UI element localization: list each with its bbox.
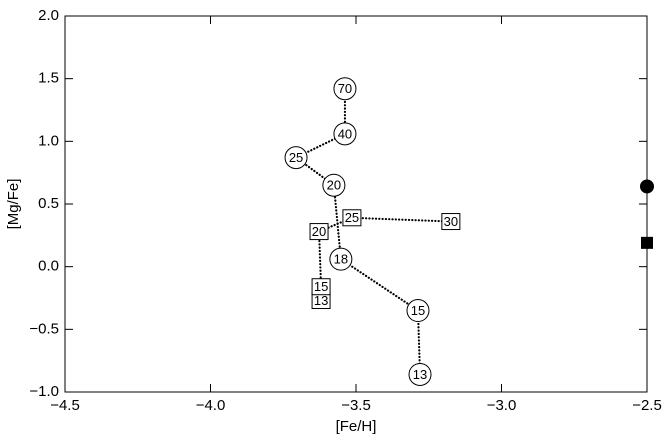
point-label: 25 (289, 150, 303, 165)
point-circle (408, 362, 432, 386)
point-label: 15 (314, 279, 328, 294)
point-circle (329, 247, 353, 271)
x-tick-label: −4.5 (50, 397, 80, 414)
y-tick-label: 0.5 (38, 195, 59, 212)
y-tick-label: −0.5 (29, 320, 59, 337)
point-label: 20 (312, 224, 326, 239)
x-tick-label: −3.0 (487, 397, 517, 414)
y-tick-label: 0.0 (38, 258, 59, 275)
point-label: 13 (314, 293, 328, 308)
x-tick-label: −3.5 (341, 397, 371, 414)
point-square (342, 209, 362, 227)
point-label: 70 (338, 81, 352, 96)
point-circle (322, 173, 346, 197)
point-circle (333, 122, 357, 146)
point-label: 15 (411, 303, 425, 318)
point-square (441, 213, 461, 231)
x-tick-label: −2.5 (632, 397, 662, 414)
y-tick-label: 1.0 (38, 132, 59, 149)
reference-square (641, 236, 653, 249)
point-label: 30 (444, 214, 458, 229)
y-tick-label: −1.0 (29, 383, 59, 400)
plot-frame (64, 15, 648, 393)
point-label: 13 (413, 367, 427, 382)
point-circle (333, 77, 357, 101)
y-axis-label: [Mg/Fe] (5, 179, 22, 230)
y-tick-label: 1.5 (38, 70, 59, 87)
x-tick-label: −4.0 (196, 397, 226, 414)
reference-circle (640, 179, 654, 194)
point-square (309, 223, 329, 241)
point-label: 18 (334, 252, 348, 267)
point-circle (284, 146, 308, 170)
y-tick-label: 2.0 (38, 7, 59, 24)
point-label: 25 (345, 210, 359, 225)
point-circle (406, 299, 430, 323)
point-label: 40 (338, 126, 352, 141)
x-axis-label: [Fe/H] (336, 418, 377, 435)
point-square (311, 278, 331, 296)
point-label: 20 (327, 178, 341, 193)
